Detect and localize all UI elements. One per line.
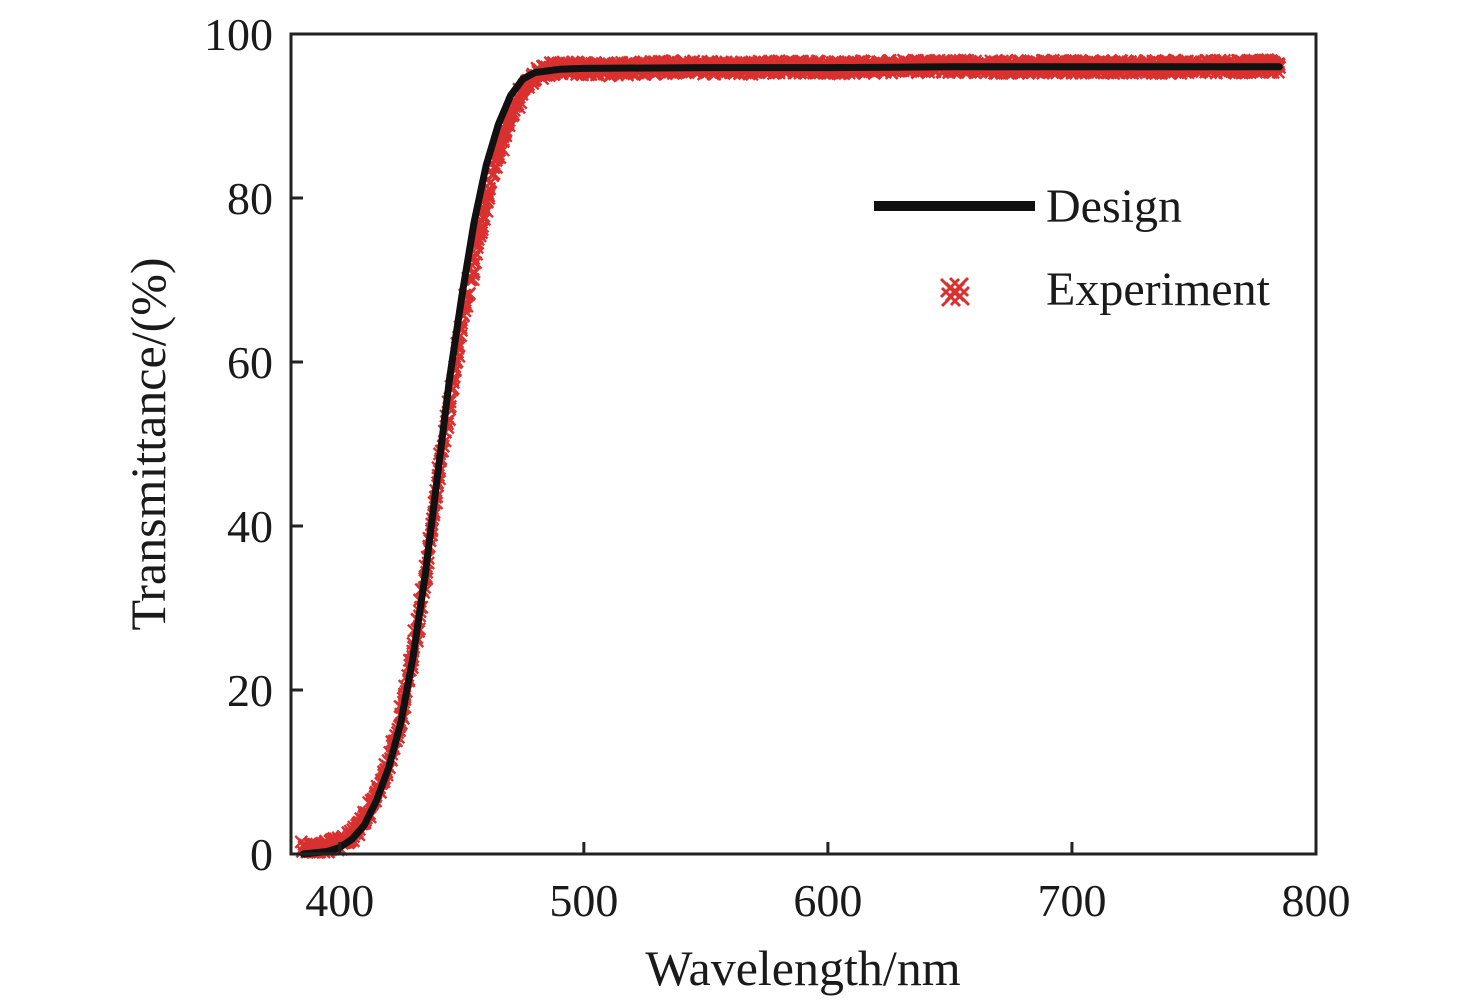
x-tick-label: 600 — [793, 875, 862, 926]
plot-area — [294, 52, 1287, 859]
y-axis: 0 20 40 60 80 100 — [204, 9, 303, 880]
design-series-line — [299, 63, 1283, 858]
y-tick-label: 100 — [204, 9, 273, 60]
y-tick-label: 20 — [227, 665, 273, 716]
legend-experiment-label: Experiment — [1046, 263, 1271, 316]
x-axis: 400 500 600 700 800 — [305, 842, 1351, 926]
x-axis-title: Wavelength/nm — [645, 940, 960, 996]
x-tick-label: 700 — [1037, 875, 1106, 926]
y-axis-title: Transmittance/(%) — [120, 257, 176, 630]
x-tick-label: 400 — [305, 875, 374, 926]
x-tick-label: 800 — [1282, 875, 1351, 926]
legend-design-label: Design — [1046, 180, 1182, 233]
legend-experiment-swatch — [939, 276, 971, 308]
x-tick-label: 500 — [549, 875, 618, 926]
y-tick-label: 60 — [227, 337, 273, 388]
plot-frame — [289, 32, 1318, 856]
experiment-series — [294, 52, 1287, 859]
legend-experiment-marker — [940, 286, 962, 308]
y-tick-label: 40 — [227, 501, 273, 552]
y-tick-label: 0 — [250, 829, 273, 880]
y-tick-label: 80 — [227, 173, 273, 224]
legend: Design Experiment — [874, 180, 1271, 316]
experiment-marker — [498, 128, 513, 143]
